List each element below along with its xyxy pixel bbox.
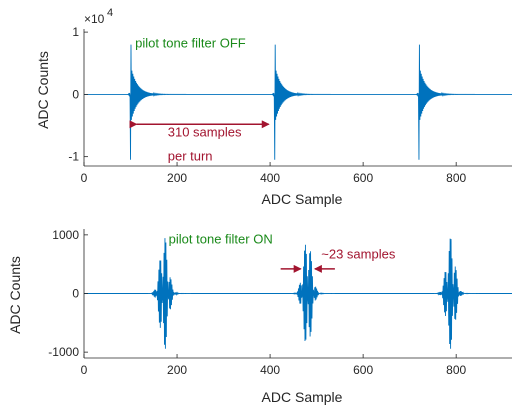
y-axis-label-filter-off: ADC Counts — [35, 51, 51, 129]
y-tick-label: -1 — [68, 150, 79, 164]
y-tick-label: 1 — [72, 25, 79, 39]
plot-filter-off: 0 200 400 600 800-101 ×10 4 ADC Sample ADC C… — [35, 7, 512, 207]
y-axis-label-filter-on: ADC Counts — [7, 256, 23, 334]
x-tick-label: 0 — [81, 363, 88, 377]
y-tick-label: 1000 — [52, 228, 79, 242]
ticks-filter-off: 0 200 400 600 800-101 — [68, 25, 466, 185]
y-tick-label: -1000 — [48, 345, 79, 359]
x-tick-label: 200 — [167, 171, 187, 185]
x-tick-label: 800 — [446, 171, 466, 185]
x-axis-label-filter-on: ADC Sample — [262, 389, 343, 405]
y-exponent-power: 4 — [107, 7, 113, 19]
signal-trace-filter-off — [84, 44, 512, 160]
x-tick-label: 600 — [353, 171, 373, 185]
annotation-per-turn: per turn — [168, 148, 213, 163]
series-line — [84, 44, 512, 160]
x-axis-label-filter-off: ADC Sample — [262, 191, 343, 207]
x-tick-label: 0 — [81, 171, 88, 185]
x-tick-label: 600 — [353, 363, 373, 377]
series-line — [84, 238, 512, 349]
signal-trace-filter-on — [84, 238, 512, 349]
x-tick-label: 200 — [167, 363, 187, 377]
y-tick-label: 0 — [72, 87, 79, 101]
annotation-310-samples: 310 samples — [168, 125, 242, 140]
y-tick-label: 0 — [72, 287, 79, 301]
axes-filter-off — [83, 29, 512, 167]
annotation-filter-on: pilot tone filter ON — [169, 232, 273, 247]
x-tick-label: 400 — [260, 363, 280, 377]
x-tick-label: 400 — [260, 171, 280, 185]
x-tick-label: 800 — [446, 363, 466, 377]
annotation-23-samples: ~23 samples — [321, 246, 396, 261]
annotation-filter-off: pilot tone filter OFF — [135, 36, 246, 51]
y-exponent-label: ×10 — [84, 12, 105, 26]
